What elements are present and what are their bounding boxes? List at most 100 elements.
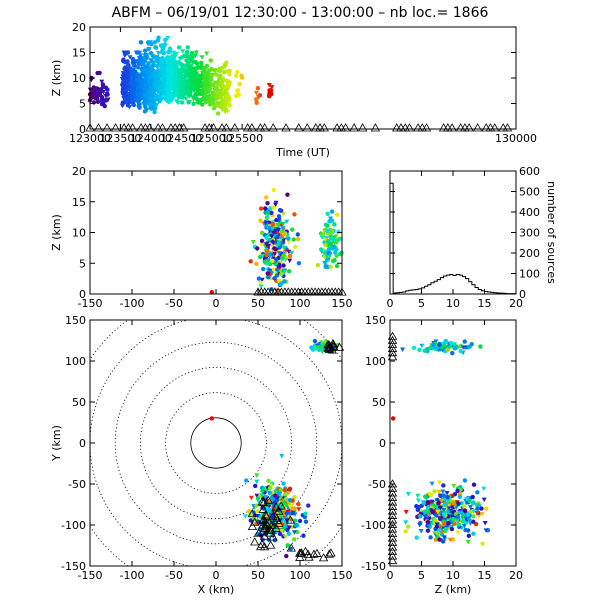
source-point bbox=[267, 490, 272, 495]
station-marker bbox=[258, 515, 269, 524]
station-marker bbox=[144, 123, 155, 132]
source-point bbox=[303, 519, 309, 524]
source-point bbox=[237, 82, 242, 87]
source-point bbox=[254, 261, 259, 266]
source-point bbox=[455, 488, 460, 494]
station-marker bbox=[217, 123, 227, 132]
source-point bbox=[206, 68, 212, 73]
source-point bbox=[103, 85, 109, 90]
source-point bbox=[234, 69, 240, 75]
source-point bbox=[149, 64, 155, 69]
source-point bbox=[142, 48, 148, 53]
station-marker bbox=[261, 511, 272, 520]
source-point bbox=[277, 514, 283, 520]
source-point bbox=[282, 492, 288, 497]
source-point bbox=[132, 81, 137, 86]
station-marker bbox=[400, 123, 410, 132]
source-point bbox=[421, 500, 426, 506]
source-point bbox=[258, 206, 264, 211]
source-point bbox=[193, 50, 199, 55]
source-point bbox=[274, 496, 280, 501]
source-point bbox=[142, 88, 148, 94]
x-tick-label: 124500 bbox=[160, 132, 202, 145]
source-point bbox=[462, 339, 467, 344]
station-marker bbox=[336, 123, 347, 132]
source-point bbox=[158, 71, 163, 76]
source-point bbox=[423, 494, 428, 499]
source-point bbox=[266, 275, 271, 280]
source-point bbox=[440, 539, 446, 544]
source-point bbox=[290, 227, 295, 232]
source-point bbox=[303, 511, 308, 516]
source-point bbox=[129, 88, 135, 93]
source-point bbox=[225, 95, 231, 101]
source-point bbox=[192, 73, 197, 78]
station-marker bbox=[268, 123, 278, 132]
source-point bbox=[414, 504, 419, 509]
station-marker bbox=[357, 123, 368, 132]
source-point bbox=[281, 238, 287, 243]
station-marker bbox=[413, 123, 423, 132]
source-point bbox=[419, 512, 425, 517]
station-marker bbox=[312, 548, 322, 557]
source-point bbox=[126, 62, 131, 68]
source-point bbox=[266, 82, 272, 88]
source-point bbox=[280, 256, 285, 261]
source-point bbox=[207, 102, 213, 107]
source-point bbox=[254, 473, 260, 478]
source-point bbox=[138, 59, 144, 64]
source-point bbox=[400, 347, 406, 352]
source-point bbox=[221, 76, 226, 82]
source-point bbox=[132, 61, 137, 67]
x-y-panel: -150 -100 -50 0 50 100 150 -150 -100 -50 0 50 100 150… bbox=[50, 314, 353, 596]
source-point bbox=[436, 500, 441, 506]
source-point bbox=[145, 94, 151, 100]
source-point bbox=[268, 206, 273, 211]
source-point bbox=[270, 222, 276, 227]
source-point bbox=[414, 535, 419, 540]
source-point bbox=[164, 98, 170, 104]
source-point bbox=[285, 543, 290, 548]
source-point bbox=[185, 62, 191, 67]
range-ring bbox=[139, 366, 292, 519]
source-point bbox=[138, 90, 143, 95]
source-point bbox=[478, 344, 483, 349]
source-point bbox=[93, 91, 99, 97]
source-point bbox=[194, 71, 200, 76]
source-point bbox=[257, 93, 263, 98]
x-tick-label: 5 bbox=[418, 297, 425, 310]
source-point bbox=[336, 229, 341, 235]
y-axis-label: number of sources bbox=[545, 181, 558, 284]
station-marker bbox=[268, 532, 278, 541]
station-marker bbox=[266, 525, 276, 534]
station-marker bbox=[221, 123, 232, 132]
source-point bbox=[462, 478, 468, 483]
source-point bbox=[265, 200, 270, 206]
source-point bbox=[295, 232, 300, 237]
station-marker bbox=[295, 552, 305, 561]
station-marker bbox=[332, 123, 342, 132]
source-point bbox=[190, 97, 196, 102]
x-tick-label: 50 bbox=[251, 569, 265, 582]
station-marker bbox=[404, 123, 415, 132]
station-marker bbox=[265, 528, 276, 537]
source-point bbox=[274, 273, 280, 278]
source-point bbox=[446, 520, 451, 526]
source-point bbox=[449, 526, 455, 532]
y-tick-label: -150 bbox=[361, 560, 386, 573]
source-point bbox=[275, 223, 281, 228]
station-marker bbox=[490, 123, 500, 132]
source-point bbox=[445, 509, 451, 515]
source-point bbox=[211, 92, 216, 97]
source-point bbox=[199, 102, 205, 107]
source-point bbox=[405, 491, 411, 497]
source-point bbox=[451, 516, 456, 522]
source-point bbox=[179, 100, 185, 105]
source-point bbox=[214, 94, 219, 100]
station-marker bbox=[309, 549, 319, 558]
source-point bbox=[217, 76, 222, 81]
source-point bbox=[479, 506, 484, 511]
source-point bbox=[250, 239, 256, 245]
source-point bbox=[435, 509, 441, 515]
